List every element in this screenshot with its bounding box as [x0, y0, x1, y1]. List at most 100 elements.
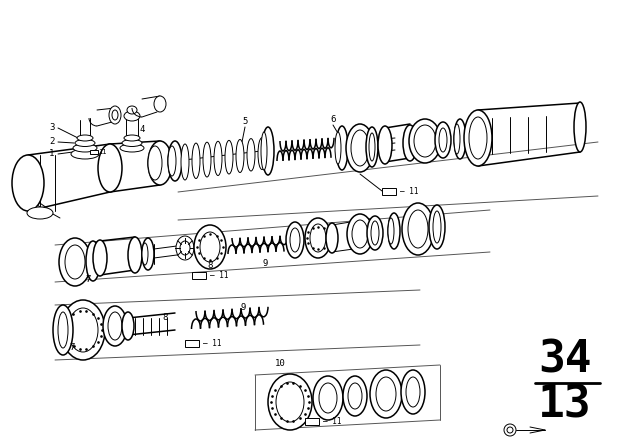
Ellipse shape [268, 374, 312, 430]
Ellipse shape [180, 241, 190, 255]
Ellipse shape [352, 220, 368, 248]
Ellipse shape [507, 427, 513, 433]
Ellipse shape [168, 141, 182, 181]
Ellipse shape [122, 312, 134, 340]
Ellipse shape [409, 119, 441, 163]
Ellipse shape [313, 376, 343, 420]
Text: 4: 4 [140, 125, 145, 134]
Ellipse shape [310, 224, 326, 252]
Ellipse shape [408, 210, 428, 248]
Ellipse shape [176, 236, 194, 260]
Ellipse shape [77, 135, 93, 141]
Ellipse shape [276, 382, 304, 422]
Ellipse shape [258, 138, 266, 169]
Ellipse shape [504, 424, 516, 436]
Ellipse shape [469, 117, 487, 159]
Ellipse shape [59, 238, 91, 286]
Ellipse shape [128, 237, 142, 273]
Ellipse shape [12, 155, 44, 211]
Text: 8: 8 [163, 314, 168, 323]
Ellipse shape [108, 312, 122, 340]
Ellipse shape [388, 213, 400, 249]
Ellipse shape [403, 125, 417, 161]
Ellipse shape [286, 222, 304, 258]
Ellipse shape [181, 144, 189, 180]
Ellipse shape [73, 144, 97, 152]
Ellipse shape [236, 139, 244, 172]
Ellipse shape [378, 126, 392, 164]
Text: 9: 9 [240, 303, 246, 313]
Ellipse shape [103, 306, 127, 346]
Ellipse shape [93, 240, 107, 276]
Ellipse shape [154, 96, 166, 112]
Ellipse shape [247, 138, 255, 171]
Text: 2: 2 [49, 138, 54, 146]
Ellipse shape [27, 207, 53, 219]
Text: – 11: – 11 [323, 417, 342, 426]
Ellipse shape [168, 146, 176, 176]
Text: 7: 7 [69, 344, 75, 353]
Ellipse shape [336, 126, 348, 170]
Ellipse shape [454, 119, 466, 159]
Ellipse shape [65, 245, 85, 279]
Ellipse shape [366, 127, 378, 167]
Ellipse shape [71, 149, 99, 159]
Text: 10: 10 [275, 358, 285, 367]
Ellipse shape [343, 376, 367, 416]
Ellipse shape [435, 122, 451, 158]
Ellipse shape [574, 102, 586, 152]
Text: 3: 3 [49, 122, 54, 132]
Ellipse shape [53, 305, 73, 355]
Ellipse shape [127, 106, 137, 114]
Ellipse shape [367, 216, 383, 250]
Ellipse shape [68, 308, 98, 352]
Ellipse shape [148, 146, 162, 180]
Ellipse shape [305, 218, 331, 258]
Ellipse shape [109, 106, 121, 124]
Ellipse shape [192, 143, 200, 178]
Ellipse shape [347, 214, 373, 254]
Text: 7: 7 [85, 276, 91, 284]
Text: 13: 13 [538, 383, 592, 426]
Ellipse shape [376, 377, 396, 411]
Ellipse shape [454, 124, 460, 154]
Ellipse shape [290, 228, 300, 252]
Text: 11: 11 [98, 149, 106, 155]
Ellipse shape [371, 221, 379, 245]
Ellipse shape [346, 124, 374, 172]
Ellipse shape [388, 218, 394, 244]
Text: 9: 9 [262, 258, 268, 267]
Ellipse shape [98, 144, 122, 192]
Text: – 11: – 11 [210, 271, 228, 280]
Ellipse shape [225, 140, 233, 174]
Ellipse shape [351, 130, 369, 166]
Ellipse shape [402, 203, 434, 255]
Ellipse shape [124, 135, 140, 141]
Ellipse shape [112, 110, 118, 120]
Ellipse shape [348, 383, 362, 409]
Ellipse shape [86, 241, 100, 281]
Ellipse shape [429, 205, 445, 249]
Ellipse shape [58, 312, 68, 348]
Text: – 11: – 11 [203, 339, 221, 348]
Ellipse shape [142, 238, 154, 270]
Ellipse shape [326, 223, 338, 253]
Ellipse shape [261, 132, 267, 170]
Ellipse shape [124, 111, 140, 121]
Bar [192, 272, 206, 279]
Ellipse shape [262, 127, 274, 175]
Text: 8: 8 [207, 260, 212, 270]
Ellipse shape [439, 128, 447, 152]
Ellipse shape [214, 141, 222, 176]
Ellipse shape [200, 232, 220, 262]
Ellipse shape [369, 133, 375, 161]
Text: 1: 1 [49, 150, 54, 159]
Bar [305, 418, 319, 425]
Text: 6: 6 [330, 116, 336, 125]
Text: 5: 5 [243, 117, 248, 126]
Ellipse shape [401, 370, 425, 414]
Ellipse shape [464, 110, 492, 166]
Ellipse shape [433, 211, 441, 243]
Ellipse shape [61, 300, 105, 360]
Bar [185, 340, 199, 347]
